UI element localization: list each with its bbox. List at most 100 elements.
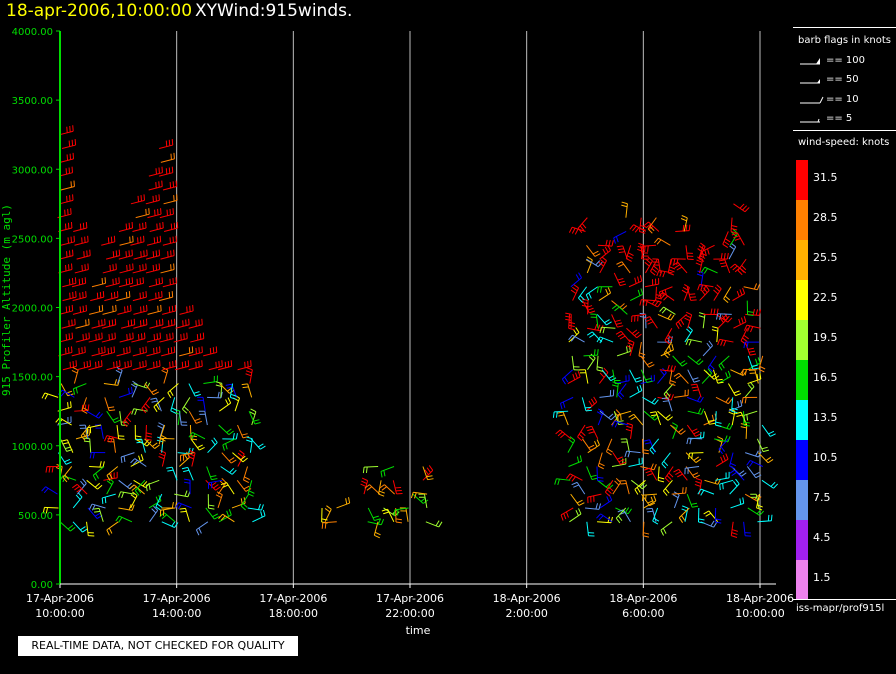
wind-barb	[175, 318, 190, 329]
wind-barb	[249, 408, 257, 426]
wind-barb	[585, 425, 599, 440]
wind-barb	[654, 237, 671, 246]
wind-barb	[640, 463, 657, 471]
wind-barb	[643, 467, 658, 481]
wind-barb	[203, 375, 218, 385]
wind-barb	[248, 410, 261, 425]
wind-barb	[662, 479, 673, 496]
wind-barb	[380, 466, 395, 478]
wind-barb	[220, 466, 237, 475]
wind-barb	[72, 483, 88, 495]
wind-barb	[104, 291, 119, 302]
wind-barb	[147, 304, 162, 315]
wind-barb	[626, 339, 635, 357]
speed-swatch	[796, 160, 808, 200]
y-tick-label: 2500.00	[12, 234, 53, 245]
wind-barb	[737, 258, 747, 276]
wind-barb	[663, 341, 673, 359]
wind-barb	[189, 424, 198, 441]
wind-barb	[71, 277, 87, 288]
wind-barb	[149, 505, 159, 523]
wind-barb	[673, 468, 688, 481]
wind-barb	[712, 369, 724, 384]
wind-barb	[89, 451, 106, 459]
wind-barb	[208, 360, 223, 371]
wind-barb	[86, 410, 103, 419]
speed-swatch-label: 25.5	[813, 251, 838, 264]
wind-barb	[604, 480, 614, 497]
wind-barb	[569, 508, 582, 523]
wind-barb	[732, 287, 746, 302]
barb-100-icon	[800, 58, 820, 65]
wind-barb	[688, 452, 704, 460]
wind-barb	[615, 507, 627, 524]
wind-barb	[74, 263, 89, 274]
wind-barb	[133, 304, 148, 315]
wind-barb	[100, 346, 116, 357]
wind-barb	[364, 484, 381, 495]
wind-barb	[744, 381, 755, 398]
wind-barb	[613, 272, 627, 287]
wind-barb	[86, 479, 103, 490]
x-tick-label-time: 10:00:00	[735, 607, 784, 620]
wind-barb	[91, 346, 106, 357]
wind-barb	[188, 318, 203, 329]
wind-barb	[590, 313, 599, 329]
wind-barb	[218, 397, 232, 412]
wind-barb	[162, 277, 177, 288]
wind-barb	[746, 300, 754, 316]
wind-barb	[135, 208, 150, 219]
wind-barb	[118, 504, 135, 511]
barb-10-icon	[800, 96, 824, 104]
wind-barb	[715, 313, 733, 323]
wind-barb	[72, 383, 87, 395]
wind-barb	[577, 217, 588, 234]
wind-barb	[715, 471, 730, 481]
wind-barb	[728, 242, 737, 260]
wind-barb	[336, 497, 351, 509]
wind-barb	[680, 215, 688, 232]
wind-barb	[701, 266, 718, 274]
wind-barb	[207, 479, 223, 489]
wind-barb	[161, 520, 179, 528]
wind-barb	[425, 520, 443, 528]
wind-barb	[567, 436, 576, 453]
wind-barb	[101, 493, 116, 504]
wind-barb	[743, 410, 758, 422]
wind-barb	[661, 452, 671, 469]
wind-barb	[75, 332, 90, 343]
wind-barb	[71, 346, 86, 357]
wind-barb	[59, 521, 76, 532]
wind-barb	[133, 249, 148, 260]
wind-barb	[91, 318, 106, 329]
wind-barb	[130, 458, 147, 467]
wind-barb	[718, 438, 729, 455]
wind-barb	[207, 391, 223, 399]
wind-barb	[715, 313, 732, 320]
x-tick-label-date: 18-Apr-2006	[726, 592, 794, 605]
wind-barb	[153, 396, 165, 413]
wind-barb	[758, 452, 774, 464]
y-tick-label: 4000.00	[12, 27, 53, 38]
wind-barb	[83, 437, 92, 453]
wind-barb	[640, 245, 650, 260]
wind-barb	[130, 454, 144, 467]
wind-barb	[188, 431, 206, 440]
wind-barb	[218, 509, 232, 523]
wind-barb	[120, 452, 135, 464]
wind-barb	[582, 300, 596, 314]
wind-barb	[101, 332, 116, 343]
speed-swatch-label: 7.5	[813, 491, 831, 504]
wind-barb	[175, 502, 192, 510]
wind-barb	[206, 466, 218, 481]
wind-barb	[652, 507, 660, 525]
wind-barb	[586, 244, 601, 257]
wind-barb	[198, 410, 208, 426]
wind-barb	[205, 507, 220, 520]
wind-barb	[94, 424, 104, 439]
wind-barb	[61, 139, 77, 149]
wind-barb	[615, 374, 630, 385]
wind-barb	[181, 466, 194, 481]
wind-barb	[134, 425, 142, 441]
wind-barb	[639, 299, 656, 306]
